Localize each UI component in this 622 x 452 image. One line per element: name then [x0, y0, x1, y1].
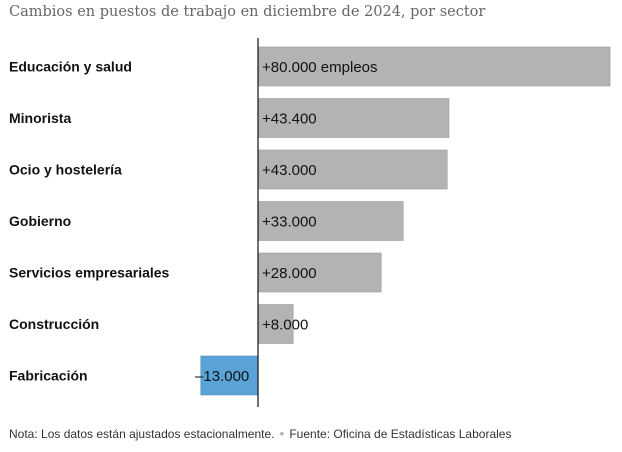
category-label-1: Educación y salud	[9, 59, 132, 75]
value-label-4: +33.000	[262, 214, 317, 231]
value-label-6: +8.000	[262, 317, 308, 334]
bar-6	[257, 304, 294, 344]
bar-4	[257, 201, 404, 241]
bar-7	[200, 355, 259, 396]
value-label-7: –13.000	[194, 368, 249, 385]
value-label-1: +80.000 empleos	[262, 59, 378, 76]
category-label-3: Ocio y hostelería	[9, 162, 122, 178]
bar-1	[257, 46, 611, 87]
value-label-3: +43.000	[262, 162, 317, 179]
chart-title: Cambios en puestos de trabajo en diciemb…	[9, 4, 486, 20]
chart-footer: Nota: Los datos están ajustados estacion…	[9, 427, 511, 441]
category-label-2: Minorista	[9, 110, 71, 126]
bar-chart: Educación y salud +80.000 empleos Minorist…	[9, 38, 611, 407]
separator-dot: ●	[279, 429, 285, 438]
category-label-7: Fabricación	[9, 368, 88, 384]
value-label-5: +28.000	[262, 265, 317, 282]
source-note: Fuente: Oficina de Estadísticas Laborale…	[289, 427, 512, 441]
footnote: Nota: Los datos están ajustados estacion…	[9, 427, 275, 441]
value-label-2: +43.400	[262, 111, 317, 128]
bar-2	[257, 98, 450, 138]
bar-5	[257, 252, 382, 293]
category-label-6: Construcción	[9, 316, 99, 332]
category-label-4: Gobierno	[9, 213, 71, 229]
category-label-5: Servicios empresariales	[9, 265, 170, 281]
